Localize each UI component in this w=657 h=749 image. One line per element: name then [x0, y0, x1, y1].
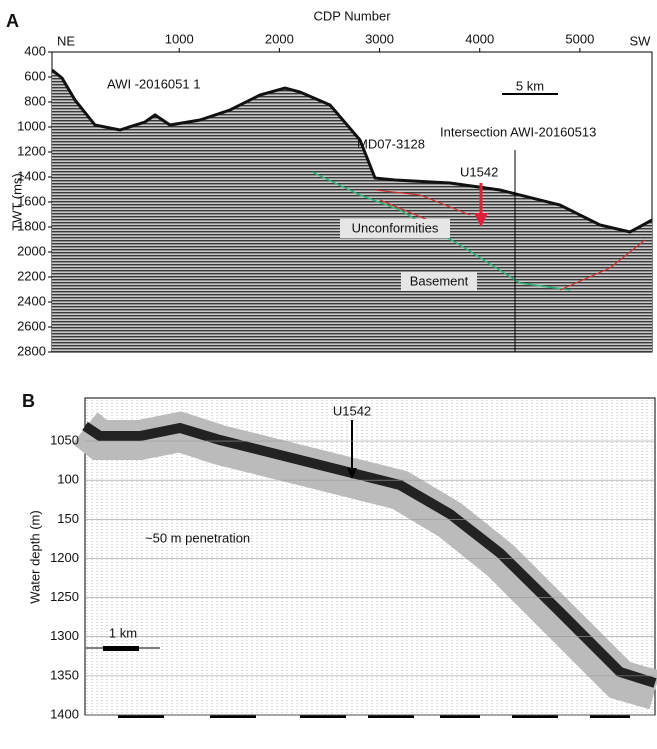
bottom-axis: [118, 715, 630, 718]
annotation: U1542: [333, 403, 371, 418]
seafloor: [51, 68, 653, 234]
y-tick-label: 100: [57, 472, 79, 487]
y-tick-label: 400: [24, 43, 46, 58]
y-tick-label: 1400: [50, 706, 79, 721]
y-tick-label: 1400: [17, 168, 46, 183]
y-tick-label: 2200: [17, 268, 46, 283]
x-tick-label: 5000: [565, 31, 594, 46]
y-tick-label: 1250: [50, 589, 79, 604]
x-tick-label: 1000: [165, 31, 194, 46]
y-tick-label: 2000: [17, 243, 46, 258]
label-box: [401, 272, 477, 291]
y-tick-label: 800: [24, 93, 46, 108]
label-box: [340, 219, 450, 238]
annotation: Unconformities: [352, 220, 439, 235]
y-tick-label: 2400: [17, 293, 46, 308]
y-tick-label: 1300: [50, 628, 79, 643]
y-axis-title: TWT (ms): [9, 173, 24, 231]
y-tick-label: 600: [24, 68, 46, 83]
y-axis-title: Water depth (m): [27, 510, 42, 603]
y-tick-label: 1200: [17, 143, 46, 158]
annotation: 1 km: [109, 625, 137, 640]
x-axis-title: CDP Number: [313, 8, 391, 23]
y-tick-label: 1350: [50, 667, 79, 682]
panel-label: A: [6, 11, 19, 31]
annotation: ~50 m penetration: [145, 530, 250, 545]
y-tick-label: 1050: [50, 432, 79, 447]
annotation: 5 km: [516, 78, 544, 93]
x-tick-label: 4000: [465, 31, 494, 46]
annotation: U1542: [460, 164, 498, 179]
y-tick-label: 1200: [50, 550, 79, 565]
y-tick-label: 2600: [17, 318, 46, 333]
y-tick-label: 2800: [17, 343, 46, 358]
y-tick-label: 1600: [17, 193, 46, 208]
arrow-head: [347, 468, 357, 479]
x-tick-label: 2000: [265, 31, 294, 46]
annotation: Intersection AWI-20160513: [440, 124, 596, 139]
scale-bar: [103, 646, 139, 651]
end-label: NE: [57, 33, 75, 48]
y-tick-label: 150: [57, 511, 79, 526]
y-tick-label: 1800: [17, 218, 46, 233]
panel-label: B: [22, 391, 35, 411]
annotation: AWI -2016051 1: [107, 76, 200, 91]
seismic-image: [52, 70, 652, 352]
x-tick-label: 3000: [365, 31, 394, 46]
annotation: MD07-3128: [357, 136, 425, 151]
y-tick-label: 1000: [17, 118, 46, 133]
end-label: SW: [630, 33, 652, 48]
arrow-head: [474, 213, 488, 227]
annotation: Basement: [410, 273, 469, 288]
